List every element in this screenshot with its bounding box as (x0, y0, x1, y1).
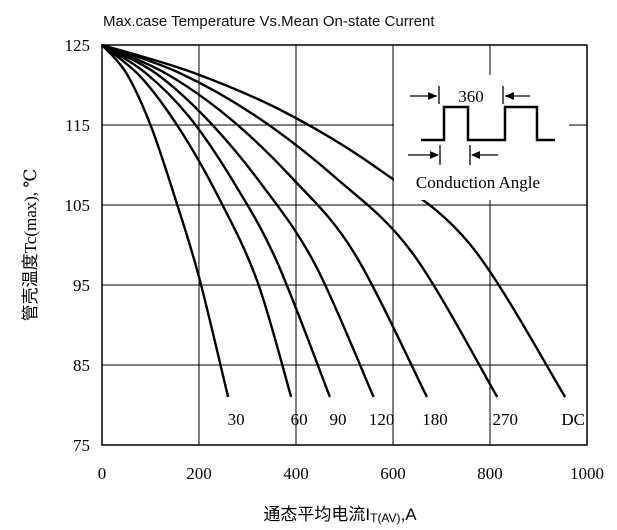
y-axis-label: 管壳温度Tc(max), ℃ (21, 169, 40, 322)
y-tick-label: 115 (65, 116, 90, 135)
square-wave (421, 105, 555, 142)
series-line-90 (101, 43, 332, 398)
series-line-180 (101, 43, 429, 398)
conduction-angle-inset: 360 Conduction Angle (394, 75, 569, 200)
series-line-30 (101, 44, 230, 398)
x-axis-label-main: 通态平均电流I (263, 505, 370, 524)
series-label-60: 60 (291, 410, 308, 429)
series-label-DC: DC (561, 410, 585, 429)
y-tick-label: 75 (73, 436, 90, 455)
x-axis-label: 通态平均电流IT(AV),A (263, 505, 417, 525)
arrowhead-icon (430, 151, 439, 159)
y-tick-label: 105 (65, 196, 91, 215)
x-tick-label: 600 (380, 464, 406, 483)
x-tick-label: 400 (283, 464, 309, 483)
series-line-60 (101, 44, 293, 398)
arrowhead-icon (428, 92, 437, 100)
x-tick-label: 1000 (570, 464, 604, 483)
arrowhead-icon (471, 151, 480, 159)
arrowhead-icon (505, 92, 514, 100)
x-axis-label-unit: ,A (401, 505, 418, 524)
y-tick-label: 95 (73, 276, 90, 295)
series-line-120 (101, 43, 375, 398)
series-label-270: 270 (493, 410, 519, 429)
x-tick-label: 800 (477, 464, 503, 483)
y-tick-label: 125 (65, 36, 91, 55)
series-lines (101, 43, 567, 398)
x-tick-label: 0 (98, 464, 107, 483)
series-label-120: 120 (369, 410, 395, 429)
series-label-180: 180 (422, 410, 448, 429)
x-axis-label-subscript: T(AV) (370, 511, 400, 525)
series-labels: 30 60 90 120 180 270 DC (228, 410, 585, 429)
series-line-DC (101, 43, 567, 398)
plot-frame (101, 44, 588, 446)
inset-label: Conduction Angle (416, 173, 540, 192)
series-line-270 (101, 43, 499, 398)
period-label: 360 (458, 87, 484, 106)
series-label-90: 90 (329, 410, 346, 429)
x-tick-labels: 0 200 400 600 800 1000 (98, 464, 604, 483)
y-tick-labels: 75 85 95 105 115 125 (65, 36, 91, 455)
series-label-30: 30 (228, 410, 245, 429)
y-tick-label: 85 (73, 356, 90, 375)
x-tick-label: 200 (186, 464, 212, 483)
chart-title: Max.case Temperature Vs.Mean On-state Cu… (103, 13, 435, 30)
